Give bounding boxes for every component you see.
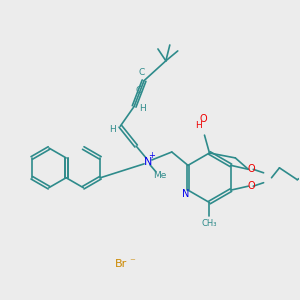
Text: Br: Br — [115, 259, 128, 269]
Text: O: O — [248, 164, 255, 174]
Text: CH₃: CH₃ — [202, 219, 217, 228]
Text: C: C — [136, 86, 142, 95]
Text: Me: Me — [153, 171, 167, 180]
Text: O: O — [200, 114, 207, 124]
Text: H: H — [109, 125, 116, 134]
Text: O: O — [248, 181, 255, 191]
Text: ⁻: ⁻ — [129, 257, 135, 267]
Text: N: N — [144, 157, 152, 167]
Text: C: C — [139, 68, 145, 77]
Text: H: H — [195, 121, 202, 130]
Text: +: + — [148, 152, 155, 160]
Text: N: N — [182, 189, 190, 199]
Text: H: H — [139, 104, 145, 113]
